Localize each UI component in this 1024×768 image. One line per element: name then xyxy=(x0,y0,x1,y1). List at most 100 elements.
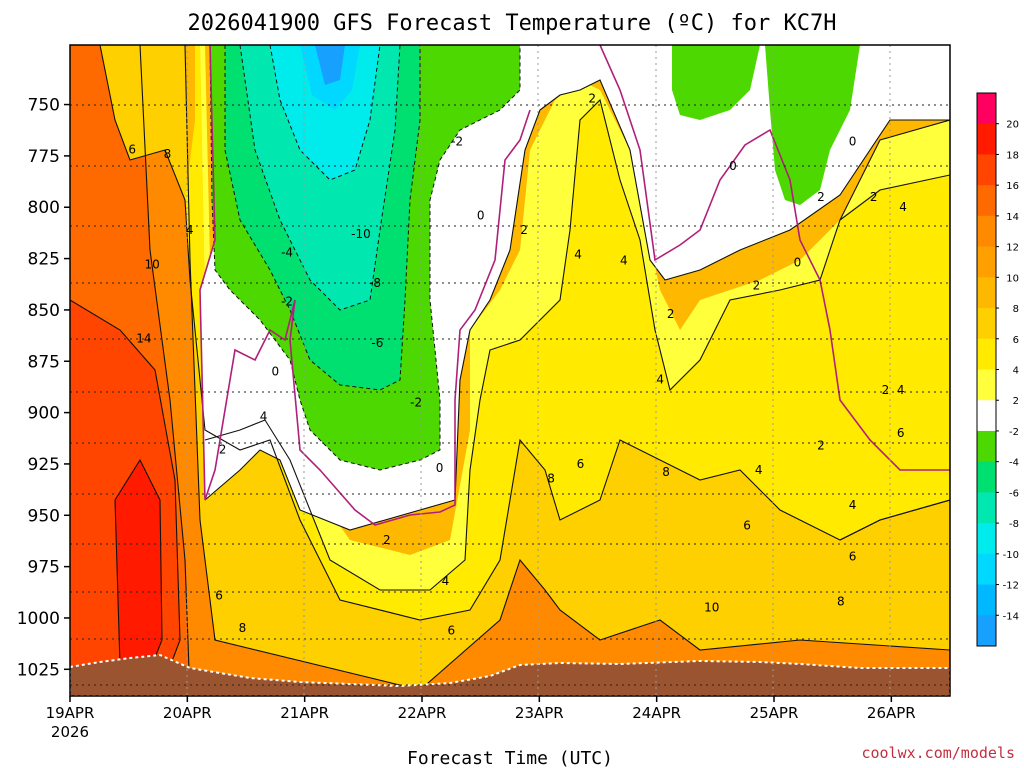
contour-line-10c xyxy=(139,45,191,696)
band-neg2c-upper1 xyxy=(672,45,760,120)
vertical-grid xyxy=(186,45,891,696)
x-tick-label: 20APR xyxy=(163,704,212,722)
contour-label: 4 xyxy=(656,373,664,387)
contour-line-neg10c xyxy=(239,45,401,311)
band-neg16c xyxy=(315,45,345,85)
x-tick-label: 23APR xyxy=(515,704,564,722)
x-axis-year-label: 2026 xyxy=(51,723,89,741)
contour-line-14c xyxy=(70,299,181,681)
contour-label: 4 xyxy=(186,223,194,237)
contour-line-neg2c xyxy=(209,45,521,471)
colorbar-label: -10 xyxy=(1003,550,1019,561)
colorbar-label: -4 xyxy=(1009,458,1019,469)
source-credit: coolwx.com/models xyxy=(861,744,1015,762)
colorbar-swatch xyxy=(977,246,996,278)
x-tick-label: 19APR xyxy=(46,704,95,722)
contour-label: 6 xyxy=(448,623,456,637)
contour-label: 0 xyxy=(729,159,737,173)
colorbar-swatch xyxy=(977,492,996,524)
plot-frame xyxy=(69,44,951,697)
contour-label: 4 xyxy=(849,498,857,512)
contour-label: 4 xyxy=(755,463,763,477)
colorbar-label: 10 xyxy=(1006,273,1019,284)
band-neg2c-upper2 xyxy=(765,45,860,205)
colorbar-swatch xyxy=(977,215,996,248)
colorbar-label: 18 xyxy=(1006,150,1019,161)
contour-line-4c xyxy=(204,98,950,591)
contour-label: 2 xyxy=(882,383,890,397)
contour-label: 2 xyxy=(588,91,596,105)
colorbar-label: 14 xyxy=(1006,212,1019,223)
colorbar-label: 12 xyxy=(1006,243,1019,254)
y-tick-label: 1025 xyxy=(17,660,60,680)
contour-label: 4 xyxy=(574,247,582,261)
contour-label: 0 xyxy=(272,365,280,379)
contour-label: 0 xyxy=(794,256,802,270)
colorbar-label: -8 xyxy=(1009,519,1019,530)
contour-label: 8 xyxy=(164,147,172,161)
contour-label: 2 xyxy=(219,443,227,457)
y-tick-label: 1000 xyxy=(17,609,60,629)
colorbar-swatch xyxy=(977,369,996,401)
contour-label: 0 xyxy=(436,461,444,475)
colorbar-label: 20 xyxy=(1006,120,1019,131)
contour-label: 8 xyxy=(837,595,845,609)
terrain xyxy=(70,653,950,696)
contour-label: 6 xyxy=(128,143,136,157)
colorbar-swatch xyxy=(977,338,996,370)
colorbar-swatch xyxy=(977,277,996,309)
contour-label: 2 xyxy=(520,223,528,237)
colorbar-swatch xyxy=(977,553,996,586)
contour-label: -2 xyxy=(281,295,293,309)
colorbar-swatch xyxy=(977,308,996,340)
colorbar-swatch xyxy=(977,400,996,432)
y-tick-label: 900 xyxy=(28,404,60,424)
y-tick-label: 950 xyxy=(28,506,60,526)
contour-label: -10 xyxy=(351,227,371,241)
y-tick-label: 750 xyxy=(28,96,60,116)
y-axis: 750 775 800 825 850 875 900 925 950 975 1000 1025 xyxy=(17,96,70,680)
contour-label: 4 xyxy=(620,254,628,268)
y-tick-label: 925 xyxy=(28,455,60,475)
contour-label: 0 xyxy=(849,135,857,149)
contour-label: 10 xyxy=(704,601,719,615)
colorbar-label: 2 xyxy=(1013,396,1019,407)
contour-line-6c xyxy=(70,45,950,621)
colorbar-label: 8 xyxy=(1013,304,1019,315)
contour-label: 4 xyxy=(899,200,907,214)
contour-line-neg6c xyxy=(224,45,421,391)
y-tick-label: 825 xyxy=(28,250,60,270)
contour-label: 2 xyxy=(753,278,761,292)
colorbar-swatch xyxy=(977,185,996,217)
colorbar-label: 4 xyxy=(1013,366,1019,377)
colorbar-swatch xyxy=(977,123,996,155)
contour-line-4c-east xyxy=(839,174,950,541)
band-20c xyxy=(115,460,162,670)
x-tick-label: 24APR xyxy=(632,704,681,722)
contour-label: 2 xyxy=(383,533,391,547)
band-2c xyxy=(200,45,950,590)
colorbar-swatch xyxy=(977,430,996,463)
contour-label: 10 xyxy=(144,258,159,272)
colorbar-swatch xyxy=(977,461,996,493)
x-tick-label: 26APR xyxy=(867,704,916,722)
contour-label: 4 xyxy=(442,574,450,588)
contour-line-neg12c xyxy=(269,45,381,181)
colorbar-swatch xyxy=(977,154,996,186)
contour-label: 6 xyxy=(743,519,751,533)
colorbar-swatch xyxy=(977,584,996,616)
contour-label: -6 xyxy=(371,336,383,350)
contour-label: 6 xyxy=(897,426,905,440)
y-tick-label: 850 xyxy=(28,301,60,321)
contour-label: 8 xyxy=(239,621,247,635)
freezing-contour xyxy=(199,45,531,526)
contour-label: 2 xyxy=(667,307,675,321)
contour-label: -2 xyxy=(451,135,463,149)
x-tick-label: 21APR xyxy=(280,704,329,722)
colorbar-label: 16 xyxy=(1006,181,1019,192)
contour-label: 8 xyxy=(662,465,670,479)
x-tick-label: 22APR xyxy=(398,704,447,722)
x-axis: 19APR 20APR 21APR 22APR 23APR 24APR 25APR 26APR xyxy=(46,696,916,722)
